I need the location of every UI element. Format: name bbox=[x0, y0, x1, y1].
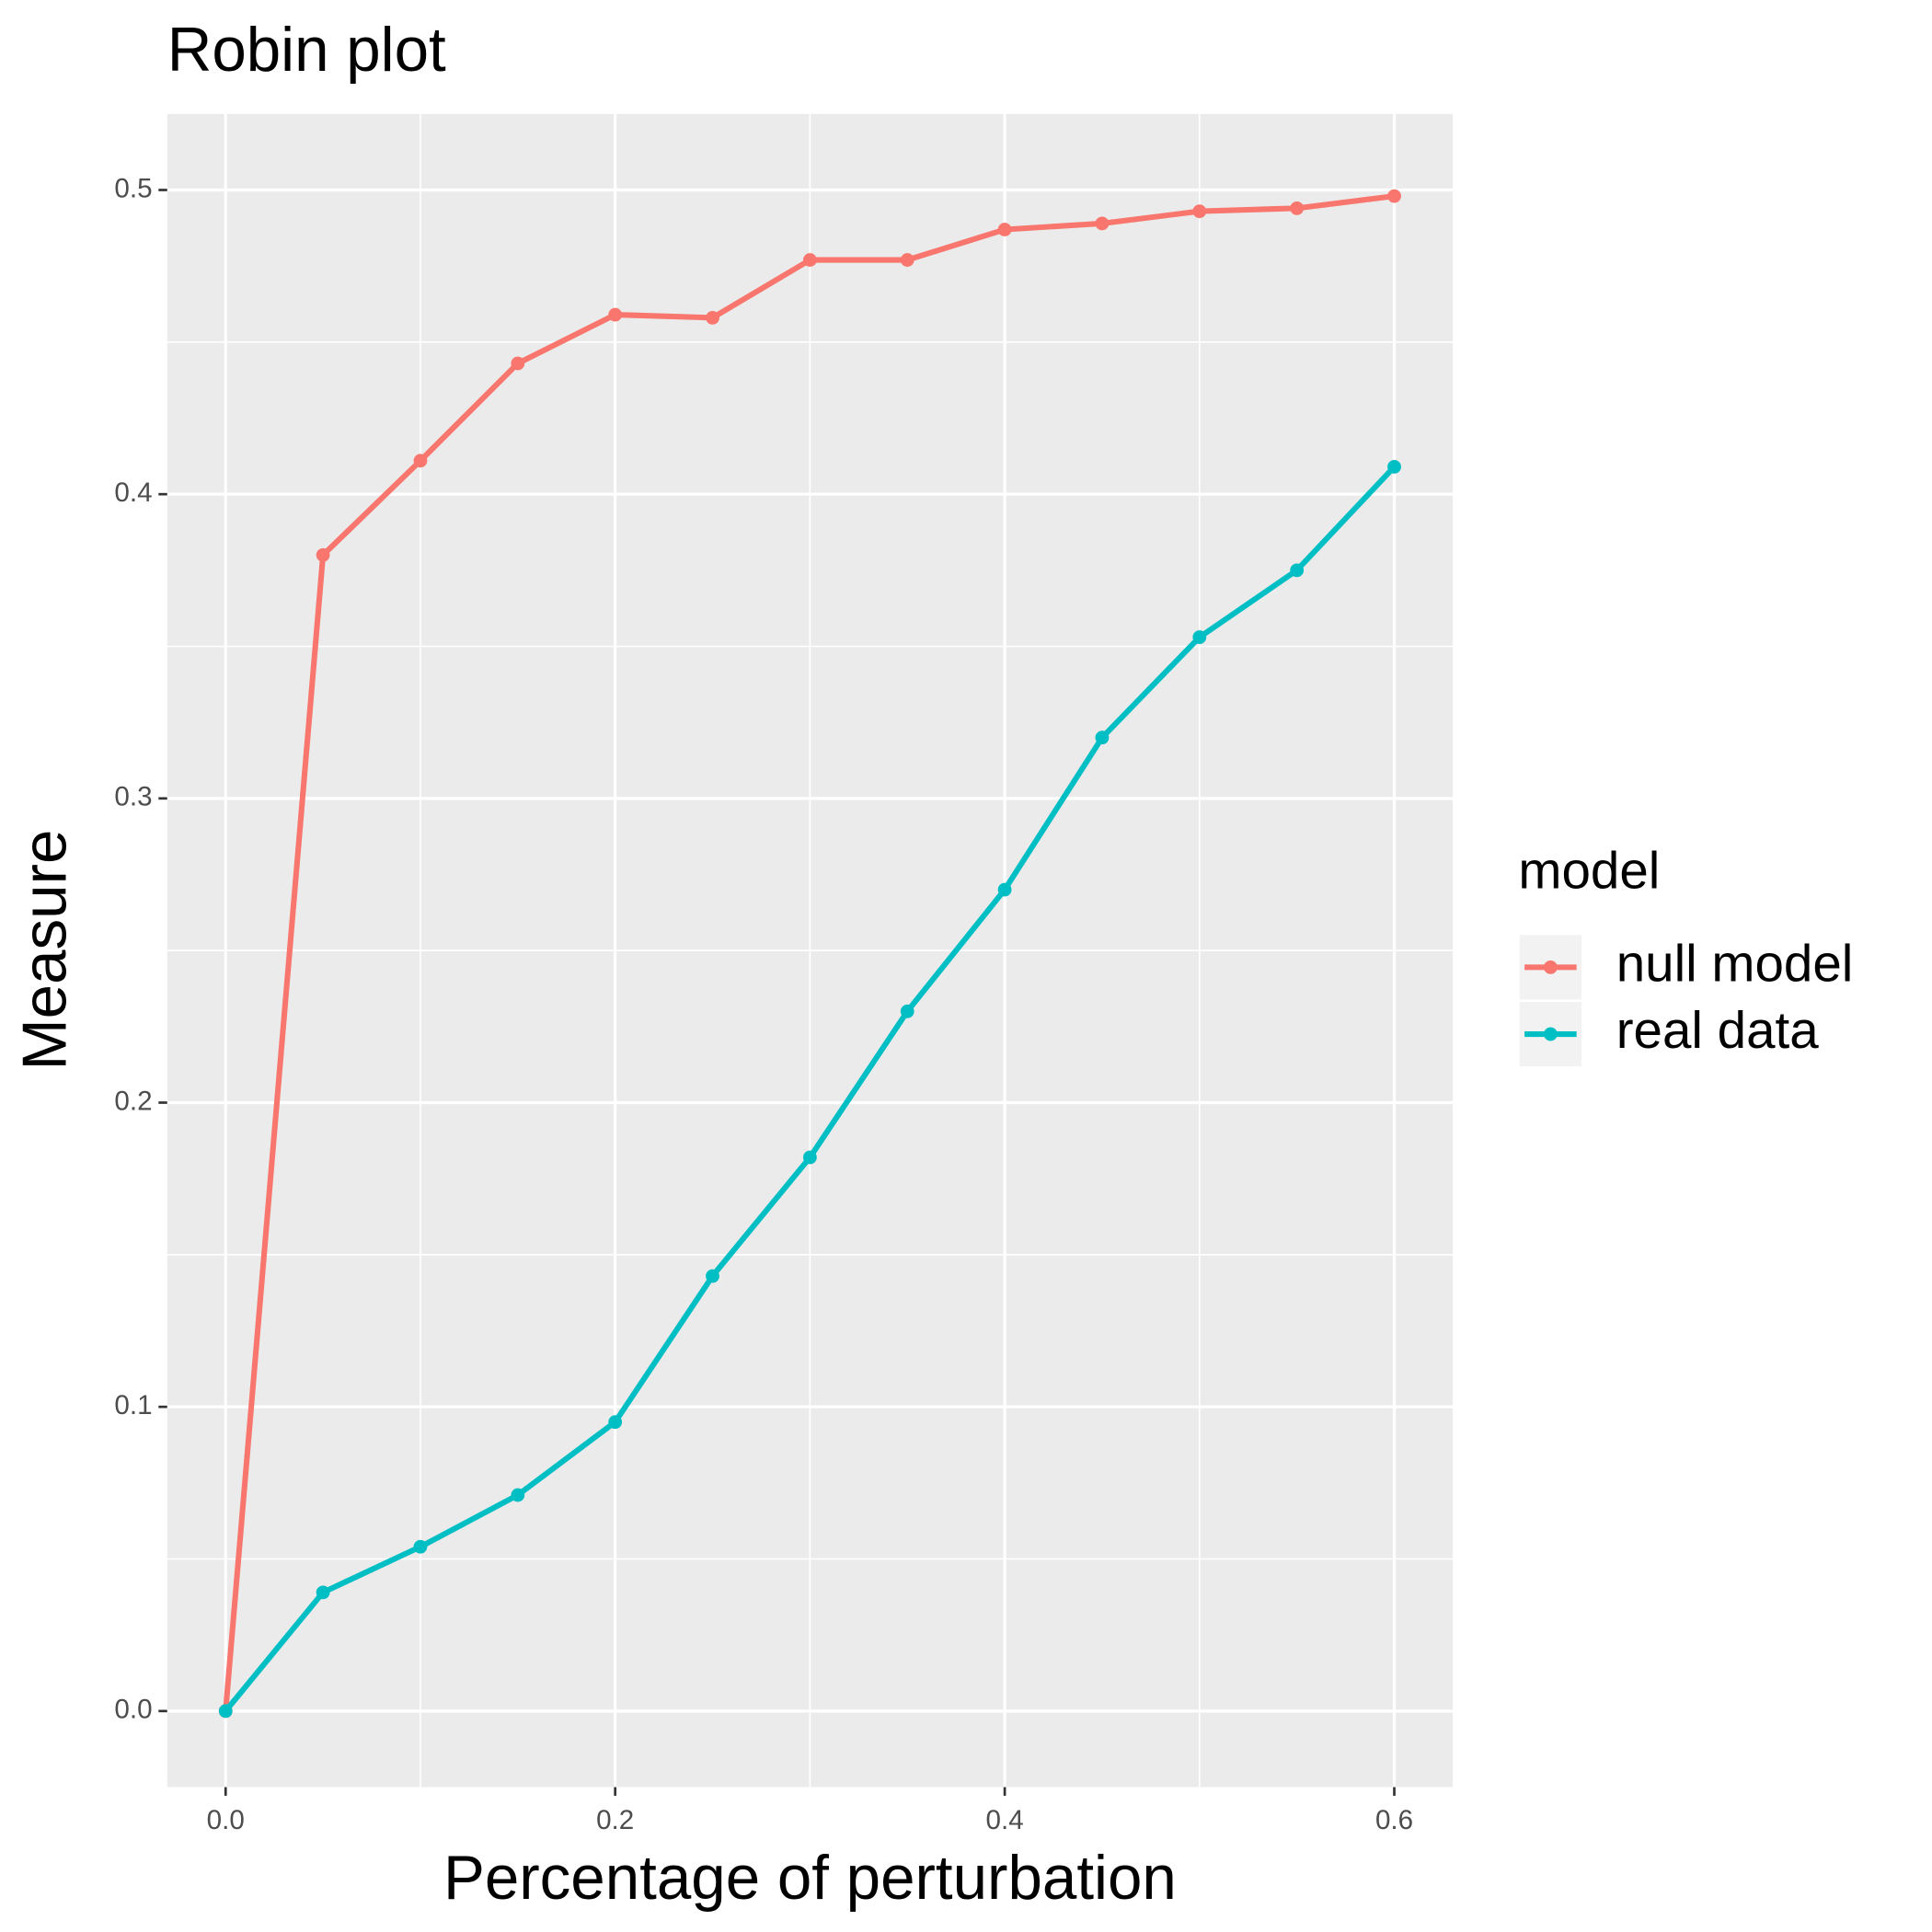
y-tick-label: 0.2 bbox=[114, 1086, 152, 1116]
x-tick-label: 0.4 bbox=[986, 1805, 1024, 1835]
data-point bbox=[1290, 201, 1305, 215]
data-point bbox=[1290, 563, 1305, 578]
data-point bbox=[1192, 204, 1207, 219]
legend-title: model bbox=[1518, 841, 1660, 899]
data-point bbox=[1387, 189, 1401, 203]
data-point bbox=[997, 223, 1012, 236]
data-point bbox=[511, 356, 525, 371]
data-point bbox=[511, 1488, 525, 1502]
legend-label: null model bbox=[1616, 934, 1854, 992]
data-point bbox=[802, 1150, 817, 1165]
data-point bbox=[997, 882, 1012, 897]
data-point bbox=[1095, 730, 1110, 745]
y-tick-label: 0.4 bbox=[114, 477, 152, 508]
data-point bbox=[900, 253, 914, 267]
data-point bbox=[608, 1415, 623, 1430]
data-point bbox=[413, 1539, 428, 1554]
chart-title: Robin plot bbox=[167, 16, 446, 85]
y-axis-label: Measure bbox=[11, 830, 80, 1071]
marks bbox=[218, 189, 1401, 1719]
data-point bbox=[608, 307, 623, 322]
y-tick-label: 0.0 bbox=[114, 1695, 152, 1725]
data-point bbox=[413, 454, 428, 468]
y-tick-label: 0.1 bbox=[114, 1390, 152, 1420]
data-point bbox=[706, 1269, 719, 1283]
legend-key-point bbox=[1543, 1027, 1558, 1041]
grid bbox=[167, 113, 1454, 1788]
x-axis-label: Percentage of perturbation bbox=[443, 1844, 1177, 1913]
data-point bbox=[706, 310, 719, 325]
data-point bbox=[1192, 630, 1207, 644]
data-point bbox=[1387, 460, 1401, 474]
data-point bbox=[1095, 216, 1110, 231]
y-tick-label: 0.3 bbox=[114, 782, 152, 812]
data-point bbox=[802, 253, 817, 267]
data-point bbox=[316, 547, 330, 562]
legend-key-point bbox=[1543, 960, 1558, 974]
y-tick-label: 0.5 bbox=[114, 173, 152, 203]
x-tick-label: 0.2 bbox=[596, 1805, 634, 1835]
legend-label: real data bbox=[1616, 1001, 1820, 1059]
data-point bbox=[900, 1004, 914, 1018]
x-tick-label: 0.0 bbox=[207, 1805, 245, 1835]
data-point bbox=[218, 1704, 233, 1719]
x-tick-label: 0.6 bbox=[1375, 1805, 1413, 1835]
data-point bbox=[316, 1585, 330, 1600]
